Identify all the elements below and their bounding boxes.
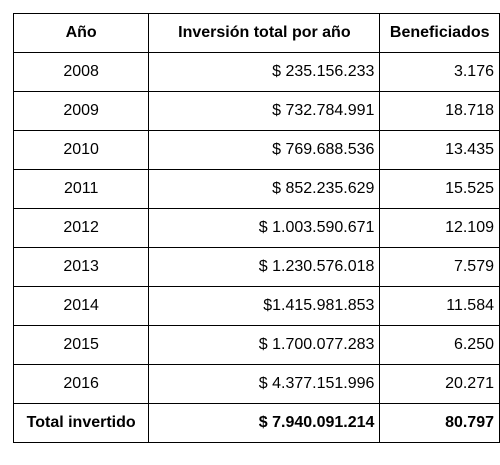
table-row: 2013 $ 1.230.576.018 7.579 [12, 247, 500, 287]
year-cell: 2015 [12, 325, 150, 365]
beneficiaries-cell: 18.718 [379, 91, 500, 131]
beneficiaries-cell: 13.435 [379, 130, 500, 170]
investment-cell: $ 1.230.576.018 [148, 247, 381, 287]
table-row: 2009 $ 732.784.991 18.718 [12, 91, 500, 131]
beneficiaries-cell: 7.579 [379, 247, 500, 287]
year-cell: 2010 [12, 130, 150, 170]
header-investment: Inversión total por año [148, 13, 381, 53]
investment-cell: $ 852.235.629 [148, 169, 381, 209]
table-row: 2014 $1.415.981.853 11.584 [12, 286, 500, 326]
table-row: 2012 $ 1.003.590.671 12.109 [12, 208, 500, 248]
beneficiaries-cell: 12.109 [379, 208, 500, 248]
investment-cell: $ 732.784.991 [148, 91, 381, 131]
investment-table: Año Inversión total por año Beneficiados… [12, 13, 500, 443]
table-row: 2016 $ 4.377.151.996 20.271 [12, 364, 500, 404]
total-label: Total invertido [12, 403, 150, 443]
year-cell: 2009 [12, 91, 150, 131]
beneficiaries-cell: 20.271 [379, 364, 500, 404]
beneficiaries-cell: 3.176 [379, 52, 500, 92]
investment-cell: $ 1.003.590.671 [148, 208, 381, 248]
header-beneficiaries: Beneficiados [379, 13, 500, 53]
header-year: Año [12, 13, 150, 53]
year-cell: 2014 [12, 286, 150, 326]
beneficiaries-cell: 15.525 [379, 169, 500, 209]
beneficiaries-cell: 6.250 [379, 325, 500, 365]
beneficiaries-cell: 11.584 [379, 286, 500, 326]
investment-cell: $ 235.156.233 [148, 52, 381, 92]
total-row: Total invertido $ 7.940.091.214 80.797 [12, 403, 500, 443]
year-cell: 2011 [12, 169, 150, 209]
investment-cell: $ 1.700.077.283 [148, 325, 381, 365]
investment-cell: $1.415.981.853 [148, 286, 381, 326]
table-row: 2015 $ 1.700.077.283 6.250 [12, 325, 500, 365]
total-beneficiaries: 80.797 [379, 403, 500, 443]
year-cell: 2008 [12, 52, 150, 92]
year-cell: 2012 [12, 208, 150, 248]
investment-cell: $ 769.688.536 [148, 130, 381, 170]
table-row: 2008 $ 235.156.233 3.176 [12, 52, 500, 92]
year-cell: 2016 [12, 364, 150, 404]
total-investment: $ 7.940.091.214 [148, 403, 381, 443]
investment-cell: $ 4.377.151.996 [148, 364, 381, 404]
header-row: Año Inversión total por año Beneficiados [12, 13, 500, 53]
table-row: 2011 $ 852.235.629 15.525 [12, 169, 500, 209]
year-cell: 2013 [12, 247, 150, 287]
table-row: 2010 $ 769.688.536 13.435 [12, 130, 500, 170]
